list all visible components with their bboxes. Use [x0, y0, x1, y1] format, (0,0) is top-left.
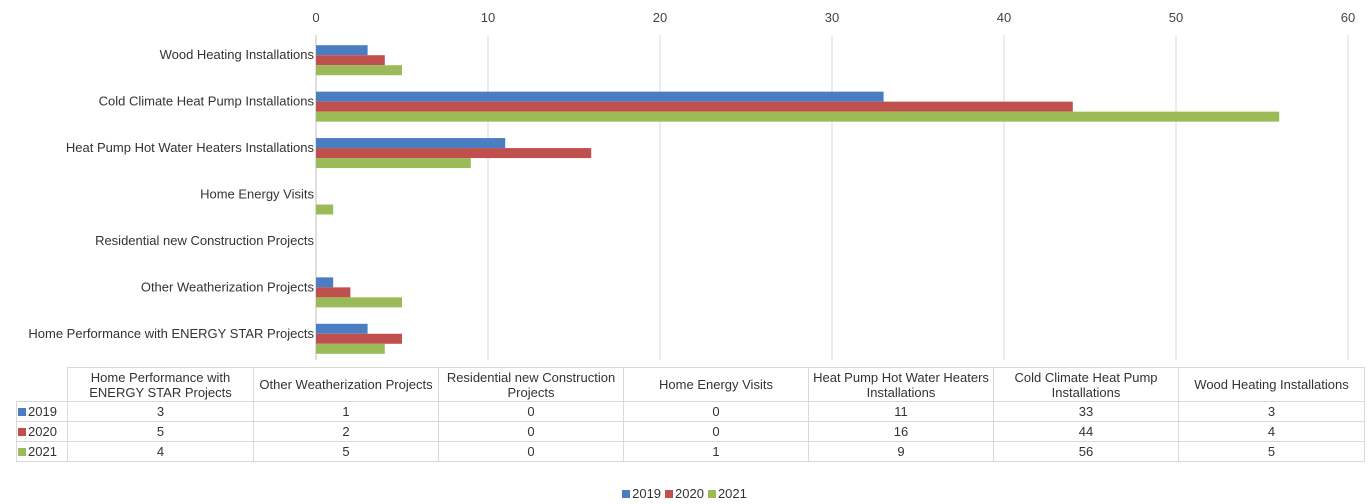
table-cell: 16: [808, 421, 994, 442]
bars: [316, 45, 1280, 354]
x-tick-label: 0: [312, 10, 319, 25]
bar-2021: [316, 65, 402, 76]
table-cell: 2: [253, 421, 439, 442]
table-column-header: Home Energy Visits: [623, 367, 809, 402]
legend: 2019 2020 2021: [0, 486, 1369, 501]
table-column-header: Cold Climate Heat Pump Installations: [993, 367, 1179, 402]
bar-2019: [316, 45, 368, 56]
table-cell: 3: [67, 401, 254, 422]
table-cell: 0: [438, 421, 624, 442]
category-label: Wood Heating Installations: [160, 47, 315, 62]
table-row: 2019 3 1 0 0 11 33 3: [16, 401, 1365, 422]
bar-2020: [316, 287, 351, 298]
table-header-row: Home Performance with ENERGY STAR Projec…: [16, 367, 1365, 402]
bar-2021: [316, 204, 334, 215]
category-label: Heat Pump Hot Water Heaters Installation…: [66, 140, 315, 155]
bar-2021: [316, 158, 471, 169]
table-row: 2020 5 2 0 0 16 44 4: [16, 421, 1365, 442]
bar-chart: 0 10 20 30 40 50 60 Home Performance with ENER…: [28, 10, 1355, 360]
x-tick-label: 50: [1169, 10, 1183, 25]
table-cell: 44: [993, 421, 1179, 442]
legend-label: 2020: [675, 486, 704, 501]
x-axis-ticks: 0 10 20 30 40 50 60: [312, 10, 1355, 25]
table-cell: 1: [253, 401, 439, 422]
table-column-header: Home Performance with ENERGY STAR Projec…: [67, 367, 254, 402]
table-cell: 5: [1178, 441, 1365, 462]
bar-2019: [316, 323, 368, 334]
table-cell: 0: [438, 441, 624, 462]
table-column-header: Other Weatherization Projects: [253, 367, 439, 402]
table-column-header: Heat Pump Hot Water Heaters Installation…: [808, 367, 994, 402]
x-tick-label: 30: [825, 10, 839, 25]
legend-key-swatch: [18, 448, 26, 456]
legend-swatch: [622, 490, 631, 498]
table-cell: 4: [1178, 421, 1365, 442]
table-cell: 3: [1178, 401, 1365, 422]
table-row: 2021 4 5 0 1 9 56 5: [16, 441, 1365, 462]
legend-item: 2021: [707, 486, 747, 501]
table-cell: 56: [993, 441, 1179, 462]
table-column-header: Residential new Construction Projects: [438, 367, 624, 402]
bar-2020: [316, 55, 385, 66]
bar-2020: [316, 333, 402, 344]
legend-label: 2019: [632, 486, 662, 501]
bar-2020: [316, 101, 1073, 112]
legend-swatch: [665, 490, 674, 498]
category-label: Residential new Construction Projects: [95, 233, 314, 248]
x-tick-label: 60: [1341, 10, 1355, 25]
legend-item: 2019: [622, 486, 661, 501]
bar-2019: [316, 277, 334, 288]
table-cell: 11: [808, 401, 994, 422]
legend-item: 2020: [665, 486, 704, 501]
legend-swatch: [707, 490, 716, 498]
gridlines: [315, 35, 1349, 360]
category-labels: Home Performance with ENERGY STAR Projec…: [28, 47, 314, 341]
bar-2019: [316, 91, 884, 102]
legend-key-swatch: [18, 408, 26, 416]
table-cell: 0: [623, 401, 809, 422]
table-cell: 0: [438, 401, 624, 422]
table-cell: 5: [67, 421, 254, 442]
series-name: 2020: [28, 424, 57, 439]
data-table: Home Performance with ENERGY STAR Projec…: [16, 367, 1365, 462]
table-row-header: 2020: [16, 421, 68, 442]
table-corner: [16, 367, 68, 402]
bar-2021: [316, 297, 402, 308]
x-tick-label: 40: [997, 10, 1011, 25]
table-cell: 5: [253, 441, 439, 462]
category-label: Home Energy Visits: [200, 187, 314, 202]
category-label: Other Weatherization Projects: [141, 279, 315, 294]
bar-2020: [316, 148, 592, 159]
table-cell: 4: [67, 441, 254, 462]
table-row-header: 2021: [16, 441, 68, 462]
category-label: Cold Climate Heat Pump Installations: [99, 94, 315, 109]
legend-key-swatch: [18, 428, 26, 436]
table-cell: 33: [993, 401, 1179, 422]
table-row-header: 2019: [16, 401, 68, 422]
bar-2019: [316, 138, 506, 149]
table-cell: 1: [623, 441, 809, 462]
table-cell: 0: [623, 421, 809, 442]
series-name: 2021: [28, 444, 57, 459]
table-cell: 9: [808, 441, 994, 462]
series-name: 2019: [28, 404, 57, 419]
category-label: Home Performance with ENERGY STAR Projec…: [28, 326, 314, 341]
x-tick-label: 20: [653, 10, 667, 25]
table-column-header: Wood Heating Installations: [1178, 367, 1365, 402]
x-tick-label: 10: [481, 10, 495, 25]
legend-label: 2021: [717, 486, 747, 501]
bar-2021: [316, 111, 1280, 122]
bar-2021: [316, 343, 385, 354]
